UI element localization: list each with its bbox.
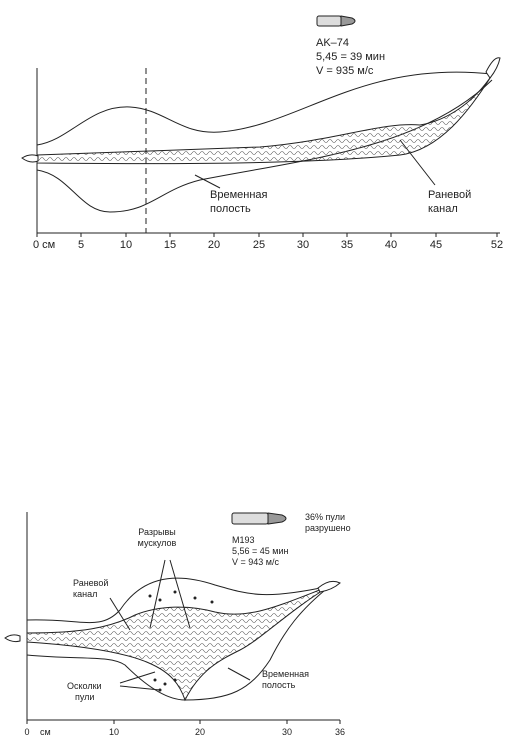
x-tick-label: 35 [341, 239, 353, 251]
bullet-caliber: 5,45 = 39 мин [316, 51, 385, 63]
bullet-icon [231, 512, 287, 525]
x-tick-label: 15 [164, 239, 176, 251]
fragments-label: Осколки [67, 681, 102, 691]
diagram-2: 36% пули разрушено M193 5,56 = 45 мин V … [4, 512, 351, 737]
leader [399, 139, 436, 186]
x-tick-label: 45 [430, 239, 442, 251]
bullet-exit [317, 580, 341, 593]
channel-label: канал [73, 589, 97, 599]
bullet-name: M193 [232, 535, 255, 545]
bullet-entry [4, 634, 21, 643]
fragmentation-note: 36% пули [305, 512, 345, 522]
cavity-label: Временная [262, 669, 309, 679]
leader [194, 174, 221, 189]
bullet-exit [485, 57, 501, 79]
x-tick-label: 10 [120, 239, 132, 251]
bullet-velocity: V = 943 м/с [232, 557, 279, 567]
bullet-velocity: V = 935 м/с [316, 65, 374, 77]
x-tick-label: 5 [78, 239, 84, 251]
x-tick-label: 0 см [33, 239, 55, 251]
x-tick-label: 30 [282, 727, 292, 737]
muscle-label: мускулов [138, 538, 177, 548]
diagram-1: AK–74 5,45 = 39 мин V = 935 м/с Временна… [21, 15, 503, 251]
x-tick-label: см [40, 727, 51, 737]
cavity-label: Временная [210, 189, 268, 201]
x-tick-label: 40 [385, 239, 397, 251]
x-tick-label: 25 [253, 239, 265, 251]
x-tick-label: 52 [491, 239, 503, 251]
bullet-name: AK–74 [316, 37, 349, 49]
fragments [148, 590, 214, 692]
x-tick-label: 0 [24, 727, 29, 737]
muscle-label: Разрывы [138, 527, 175, 537]
x-tick-label: 20 [208, 239, 220, 251]
x-tick-label: 10 [109, 727, 119, 737]
x-tick-label: 30 [297, 239, 309, 251]
cavity-label: полость [210, 203, 251, 215]
cavity-label: полость [262, 680, 296, 690]
fragmentation-note: разрушено [305, 523, 351, 533]
bullet-entry [21, 154, 39, 163]
bullet-caliber: 5,56 = 45 мин [232, 546, 288, 556]
channel-label: Раневой [73, 578, 108, 588]
x-tick-label: 20 [195, 727, 205, 737]
channel-label: канал [428, 203, 458, 215]
x-tick-label: 36 [335, 727, 345, 737]
cavity-upper [26, 577, 331, 624]
channel-label: Раневой [428, 189, 471, 201]
bullet-icon [316, 15, 356, 27]
wound-channel [36, 74, 493, 165]
fragments-label: пули [75, 692, 94, 702]
cavity-upper [36, 71, 493, 146]
leaders [109, 559, 251, 691]
